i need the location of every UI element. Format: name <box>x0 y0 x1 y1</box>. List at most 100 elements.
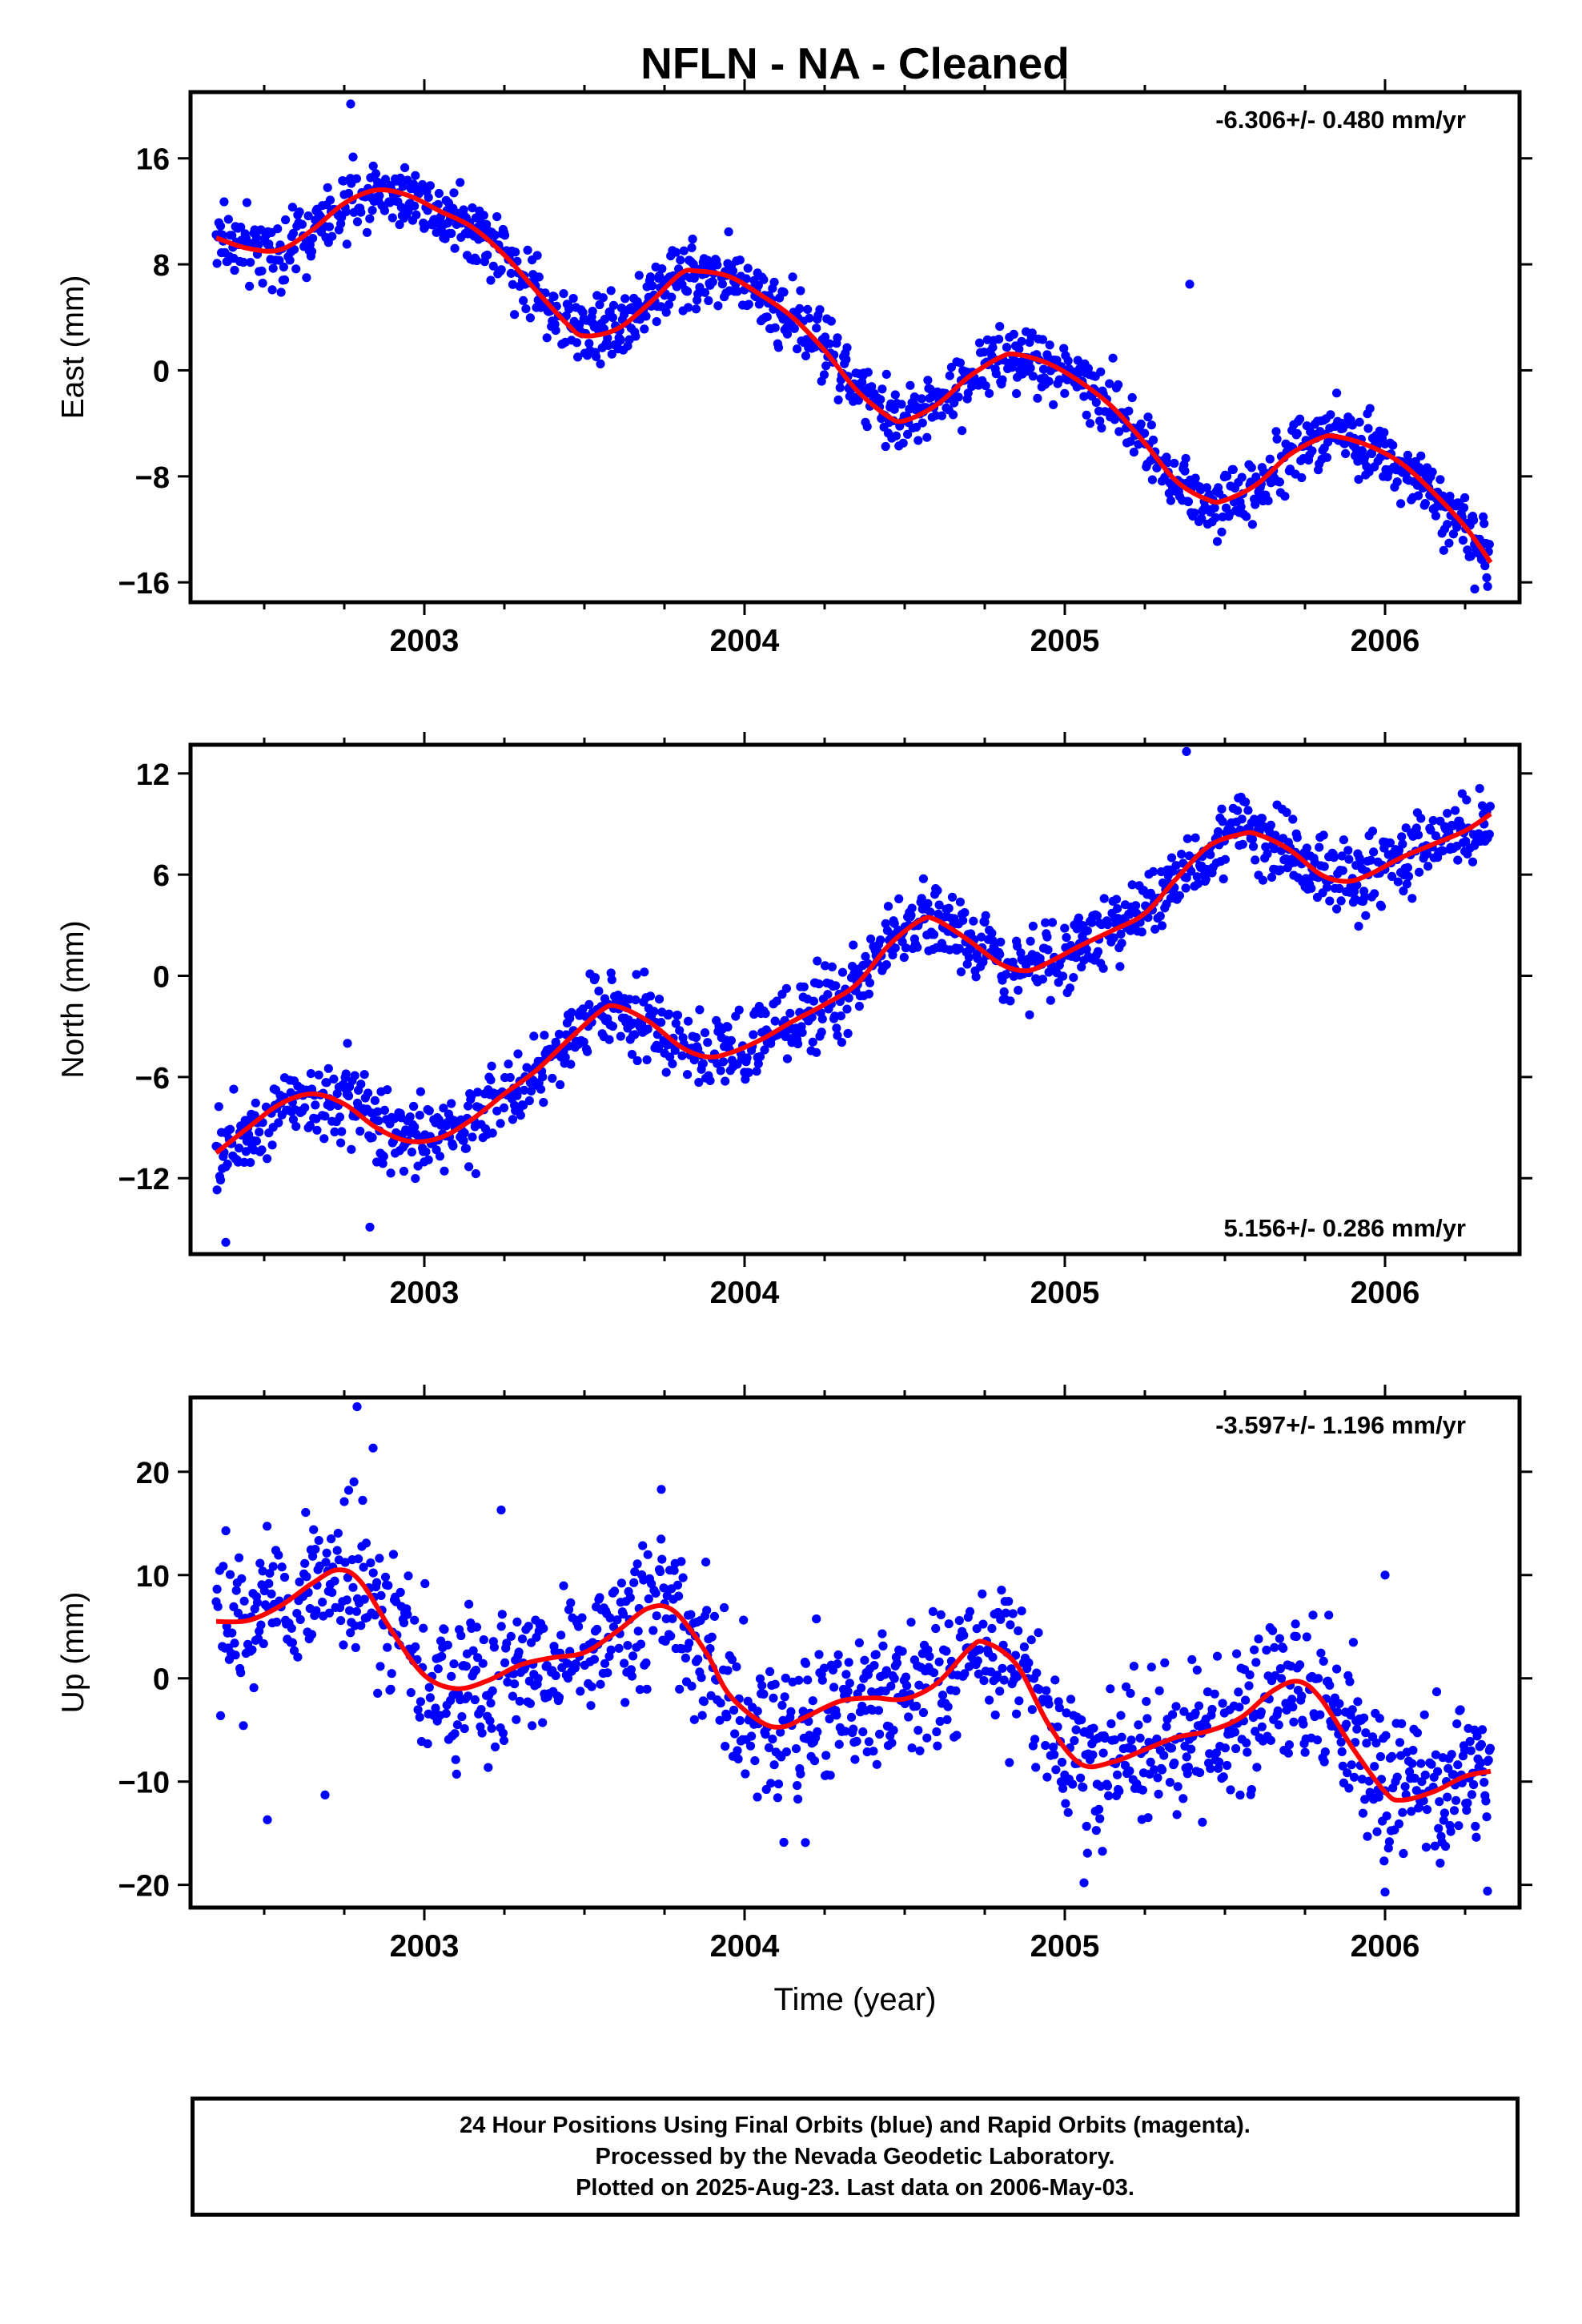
data-point <box>1254 1634 1263 1644</box>
data-point <box>933 1741 942 1751</box>
data-point <box>723 1022 733 1032</box>
data-point <box>713 260 722 270</box>
data-point <box>823 990 833 999</box>
data-point <box>513 1049 523 1059</box>
data-point <box>1223 472 1232 481</box>
data-point <box>923 376 933 385</box>
data-point <box>322 1548 331 1558</box>
data-point <box>589 1655 600 1664</box>
data-point <box>1038 975 1047 984</box>
data-point <box>1223 1760 1232 1771</box>
data-point <box>677 1557 686 1566</box>
data-point <box>361 1538 371 1548</box>
data-point <box>327 1534 336 1544</box>
data-point <box>321 1558 331 1567</box>
data-point <box>439 1104 448 1113</box>
data-point <box>1438 846 1447 856</box>
data-point <box>341 1069 351 1079</box>
data-point <box>1355 857 1365 866</box>
data-point <box>1077 962 1086 972</box>
data-point <box>992 1671 1002 1680</box>
data-point <box>460 1128 469 1138</box>
data-point <box>1345 1677 1355 1687</box>
data-point <box>251 232 261 242</box>
data-point <box>1362 1739 1371 1748</box>
data-point <box>886 1681 896 1691</box>
outlier-point <box>1182 746 1191 757</box>
data-point <box>1076 1773 1086 1783</box>
data-point <box>488 1686 497 1695</box>
data-point <box>1014 1696 1024 1706</box>
data-point <box>1012 388 1022 399</box>
data-point <box>1428 816 1438 826</box>
data-point <box>1459 503 1469 513</box>
data-point <box>1407 1759 1417 1768</box>
data-point <box>291 264 301 274</box>
data-point <box>729 1705 739 1715</box>
data-point <box>349 1477 359 1486</box>
data-point <box>744 300 753 309</box>
data-point <box>490 1742 500 1751</box>
data-point <box>586 1701 596 1711</box>
outlier-point <box>221 1237 231 1247</box>
data-point <box>305 1120 315 1131</box>
data-point <box>917 394 926 404</box>
data-point <box>837 967 848 977</box>
data-point <box>1019 1642 1029 1652</box>
data-point <box>963 388 973 398</box>
data-point <box>998 1663 1007 1673</box>
data-point <box>231 1651 240 1660</box>
data-point <box>473 1653 483 1663</box>
data-point <box>596 359 605 368</box>
data-point <box>380 175 391 184</box>
data-point <box>532 251 542 260</box>
data-point <box>980 917 990 927</box>
data-point <box>472 1622 482 1632</box>
data-point <box>1093 947 1103 956</box>
data-point <box>883 902 893 911</box>
data-point <box>1030 1735 1040 1744</box>
data-point <box>356 207 366 217</box>
data-point <box>648 1626 658 1635</box>
data-point <box>1338 866 1347 875</box>
data-point <box>610 1586 620 1596</box>
data-point <box>440 1166 449 1176</box>
data-point <box>889 1726 898 1735</box>
data-point <box>1172 1810 1182 1819</box>
x-axis-label: Time (year) <box>774 1982 937 2017</box>
data-point <box>598 293 608 303</box>
data-point <box>383 1085 392 1095</box>
data-point <box>863 368 873 377</box>
data-point <box>1251 1727 1260 1736</box>
data-point <box>902 1681 912 1691</box>
data-point <box>1191 473 1200 483</box>
data-point <box>461 1144 472 1153</box>
data-point <box>1322 452 1332 462</box>
data-point <box>456 1630 466 1641</box>
data-point <box>350 1071 359 1080</box>
data-point <box>1248 842 1259 851</box>
data-point <box>1024 1658 1034 1667</box>
data-point <box>1102 1781 1113 1791</box>
data-point <box>576 1687 585 1696</box>
data-point <box>852 1736 861 1746</box>
data-point <box>1168 1710 1178 1719</box>
data-point <box>379 1105 389 1115</box>
data-point <box>745 1741 756 1751</box>
data-point <box>728 266 738 275</box>
data-point <box>339 176 348 186</box>
data-point <box>1137 927 1146 937</box>
data-point <box>1448 1770 1458 1779</box>
data-point <box>302 273 311 283</box>
data-point <box>640 967 649 977</box>
data-point <box>801 1659 811 1668</box>
data-point <box>803 304 813 314</box>
data-point <box>860 1655 869 1665</box>
data-point <box>303 211 313 221</box>
data-point <box>337 1127 347 1136</box>
data-point <box>1268 1626 1278 1635</box>
data-point <box>889 1674 899 1683</box>
data-point <box>477 1728 487 1738</box>
data-point <box>370 1610 379 1620</box>
data-point <box>464 1162 474 1172</box>
